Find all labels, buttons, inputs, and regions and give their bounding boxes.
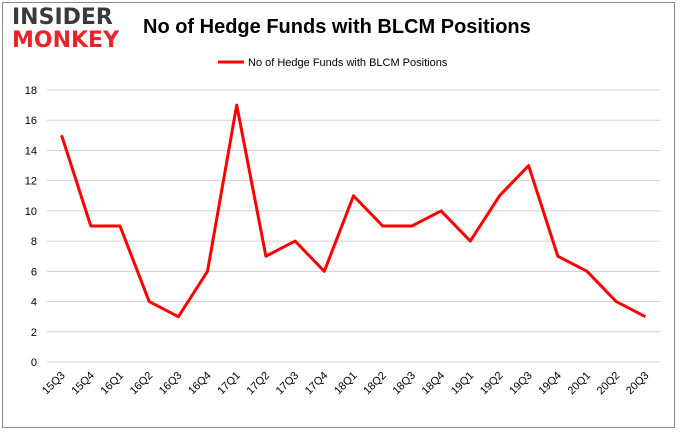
insider-monkey-logo: INSIDER MONKEY: [12, 7, 119, 52]
x-axis-ticks: 15Q3 15Q4 16Q1 16Q2 16Q3 16Q4 17Q1 17Q2 17Q3 17Q4…: [40, 370, 651, 398]
y-tick-label: 18: [25, 85, 37, 97]
x-tick-label: 17Q1: [215, 370, 243, 398]
x-tick-label: 20Q2: [595, 370, 623, 398]
x-tick-label: 20Q3: [624, 370, 652, 398]
y-tick-label: 4: [31, 297, 37, 309]
x-tick-label: 15Q4: [69, 370, 97, 398]
x-tick-label: 19Q4: [536, 370, 564, 398]
legend-label: No of Hedge Funds with BLCM Positions: [248, 57, 448, 69]
logo-line-2: MONKEY: [12, 28, 120, 53]
y-tick-label: 0: [31, 357, 37, 369]
x-tick-label: 18Q1: [332, 370, 360, 398]
x-tick-label: 17Q3: [274, 370, 302, 398]
x-tick-label: 19Q1: [449, 370, 477, 398]
x-tick-label: 19Q3: [507, 370, 535, 398]
logo-line-1: INSIDER: [12, 5, 113, 30]
chart-frame: [2, 2, 675, 428]
x-tick-label: 15Q3: [40, 370, 68, 398]
x-tick-label: 18Q3: [390, 370, 418, 398]
y-tick-label: 6: [31, 266, 37, 278]
y-tick-label: 12: [25, 176, 37, 188]
x-tick-label: 17Q2: [245, 370, 273, 398]
x-tick-label: 16Q4: [186, 370, 214, 398]
legend: No of Hedge Funds with BLCM Positions: [218, 57, 448, 69]
series-layer: [60, 103, 647, 319]
y-tick-label: 8: [31, 236, 37, 248]
y-tick-label: 14: [25, 145, 37, 157]
x-tick-label: 16Q3: [157, 370, 185, 398]
x-tick-label: 18Q2: [361, 370, 389, 398]
x-tick-label: 19Q2: [478, 370, 506, 398]
y-axis-ticks: 0 2 4 6 8 10 12 14 16 18: [25, 85, 37, 369]
y-tick-label: 2: [31, 327, 37, 339]
x-tick-label: 17Q4: [303, 370, 331, 398]
x-tick-label: 20Q1: [566, 370, 594, 398]
x-tick-label: 18Q4: [420, 370, 448, 398]
x-tick-label: 16Q2: [128, 370, 156, 398]
x-tick-label: 16Q1: [99, 370, 127, 398]
y-tick-label: 16: [25, 115, 37, 127]
gridlines: [47, 89, 660, 363]
y-tick-label: 10: [25, 206, 37, 218]
series-line: [60, 103, 647, 319]
chart-title: No of Hedge Funds with BLCM Positions: [143, 16, 531, 38]
